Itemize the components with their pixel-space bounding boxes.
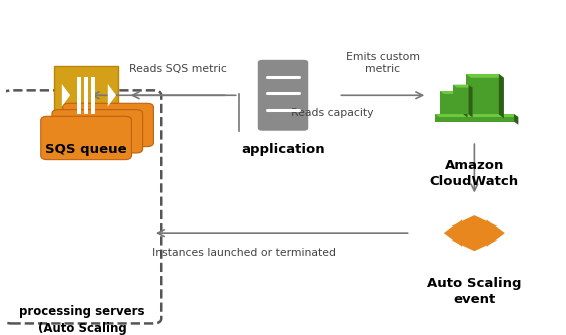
Text: application: application <box>241 143 325 156</box>
Text: Instances launched or terminated: Instances launched or terminated <box>152 248 336 258</box>
Text: Auto Scaling
event: Auto Scaling event <box>427 277 522 307</box>
Polygon shape <box>499 74 504 118</box>
Polygon shape <box>514 114 518 125</box>
Text: SQS queue: SQS queue <box>45 143 127 156</box>
Polygon shape <box>440 91 468 94</box>
FancyBboxPatch shape <box>440 91 464 115</box>
FancyBboxPatch shape <box>91 77 96 114</box>
FancyBboxPatch shape <box>466 74 499 115</box>
FancyBboxPatch shape <box>63 103 153 147</box>
Text: processing servers
(Auto Scaling
group): processing servers (Auto Scaling group) <box>19 306 145 335</box>
Polygon shape <box>464 91 468 118</box>
Polygon shape <box>466 74 504 78</box>
Polygon shape <box>474 219 505 247</box>
Polygon shape <box>469 85 473 118</box>
FancyBboxPatch shape <box>52 110 143 153</box>
FancyBboxPatch shape <box>459 224 490 242</box>
FancyBboxPatch shape <box>258 60 308 131</box>
FancyBboxPatch shape <box>453 85 469 115</box>
Text: Reads SQS metric: Reads SQS metric <box>128 64 226 74</box>
FancyBboxPatch shape <box>54 66 118 125</box>
Polygon shape <box>62 84 70 107</box>
Text: Emits custom
metric: Emits custom metric <box>346 52 420 74</box>
FancyBboxPatch shape <box>84 77 88 114</box>
FancyBboxPatch shape <box>76 77 81 114</box>
Polygon shape <box>451 215 498 233</box>
Text: Reads capacity: Reads capacity <box>291 108 374 118</box>
Polygon shape <box>451 233 498 251</box>
Polygon shape <box>444 219 474 247</box>
FancyBboxPatch shape <box>41 116 131 159</box>
Polygon shape <box>453 85 473 87</box>
Polygon shape <box>108 84 116 107</box>
Polygon shape <box>435 114 518 117</box>
FancyBboxPatch shape <box>435 114 514 122</box>
Text: Amazon
CloudWatch: Amazon CloudWatch <box>430 159 519 188</box>
